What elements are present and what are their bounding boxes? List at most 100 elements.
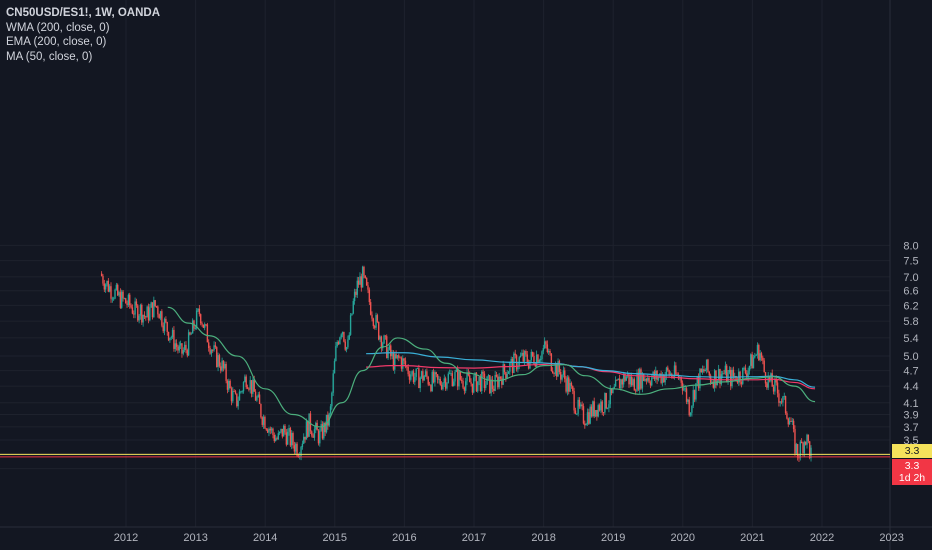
candle-body bbox=[728, 369, 731, 373]
candle-body bbox=[633, 379, 636, 391]
candle-body bbox=[470, 382, 472, 384]
candle-body bbox=[190, 333, 193, 335]
candle-body bbox=[450, 373, 452, 375]
candle-body bbox=[580, 404, 582, 407]
candle-body bbox=[296, 443, 298, 456]
candle-body bbox=[519, 355, 522, 358]
candle-body bbox=[569, 383, 571, 392]
candle-body bbox=[768, 375, 771, 381]
candle-body bbox=[115, 284, 118, 290]
candle-body bbox=[398, 355, 400, 358]
candle-body bbox=[369, 302, 372, 315]
candle-body bbox=[233, 390, 235, 392]
candle-body bbox=[341, 331, 344, 335]
candle-body bbox=[676, 374, 678, 376]
candle-body bbox=[552, 370, 554, 374]
candle-body bbox=[106, 280, 108, 285]
candle-body bbox=[250, 380, 253, 394]
candle-body bbox=[232, 390, 234, 402]
candle-body bbox=[278, 431, 281, 434]
candle-body bbox=[668, 370, 670, 376]
candle-body bbox=[253, 379, 255, 392]
candle-body bbox=[660, 373, 662, 383]
y-tick-label: 7.0 bbox=[903, 272, 918, 284]
candle-body bbox=[459, 371, 462, 380]
candle-body bbox=[573, 391, 575, 411]
candle-body bbox=[272, 428, 274, 435]
candle-body bbox=[257, 394, 259, 398]
candle-body bbox=[533, 355, 535, 364]
candle-body bbox=[618, 378, 621, 389]
candle-body bbox=[357, 280, 360, 285]
candle-body bbox=[112, 298, 115, 300]
candle-body bbox=[588, 412, 590, 424]
candle-body bbox=[529, 360, 531, 369]
candle-body bbox=[104, 284, 107, 290]
candle-body bbox=[558, 361, 561, 373]
candle-body bbox=[367, 285, 369, 290]
candle-body bbox=[802, 443, 804, 454]
candle-body bbox=[494, 374, 496, 391]
candle-body bbox=[175, 343, 178, 347]
candle-body bbox=[493, 388, 495, 391]
candle-body bbox=[506, 373, 508, 379]
candle-body bbox=[667, 367, 669, 371]
candle-body bbox=[621, 379, 624, 385]
candle-body bbox=[732, 369, 735, 377]
candle-body bbox=[664, 375, 666, 383]
candle-body bbox=[269, 428, 271, 431]
candle-body bbox=[707, 359, 709, 372]
y-tick-label: 3.9 bbox=[903, 410, 918, 422]
candle-body bbox=[481, 371, 483, 391]
candle-body bbox=[147, 306, 150, 321]
candle-body bbox=[560, 372, 562, 380]
candle-body bbox=[602, 412, 605, 414]
candle-body bbox=[209, 348, 211, 354]
candle-body bbox=[324, 422, 326, 433]
y-tick-label: 3.7 bbox=[903, 422, 918, 434]
candle-body bbox=[347, 339, 349, 348]
candle-body bbox=[249, 380, 251, 390]
candle-body bbox=[365, 277, 368, 286]
candle-body bbox=[616, 379, 618, 381]
y-tick-label: 4.1 bbox=[903, 398, 918, 410]
candle-body bbox=[451, 373, 454, 387]
candle-body bbox=[572, 386, 574, 392]
candle-body bbox=[755, 354, 757, 356]
candle-body bbox=[400, 357, 403, 369]
candle-body bbox=[585, 424, 587, 426]
candle-body bbox=[778, 393, 780, 403]
candle-body bbox=[125, 298, 127, 304]
candle-body bbox=[545, 341, 547, 345]
candle-body bbox=[280, 428, 282, 432]
candle-body bbox=[261, 417, 263, 425]
x-tick-label: 2015 bbox=[323, 532, 347, 544]
candle-body bbox=[463, 387, 466, 391]
candle-body bbox=[436, 374, 439, 380]
candle-body bbox=[582, 406, 585, 424]
candle-body bbox=[644, 378, 646, 381]
candle-body bbox=[568, 377, 570, 392]
x-tick-label: 2022 bbox=[810, 532, 834, 544]
candle-body bbox=[810, 447, 812, 458]
candle-body bbox=[274, 438, 277, 442]
candle-body bbox=[309, 413, 312, 432]
candle-body bbox=[293, 445, 296, 452]
candle-body bbox=[359, 276, 361, 285]
candle-body bbox=[624, 373, 626, 381]
candle-body bbox=[304, 436, 306, 440]
candle-body bbox=[151, 302, 154, 318]
candle-body bbox=[301, 443, 304, 448]
candle-body bbox=[317, 430, 320, 444]
candle-body bbox=[157, 306, 159, 315]
candle-body bbox=[234, 391, 237, 394]
candle-body bbox=[336, 342, 338, 347]
candle-body bbox=[167, 331, 170, 341]
y-tick-label: 6.6 bbox=[903, 286, 918, 298]
candle-body bbox=[260, 404, 262, 418]
y-tick-label: 5.0 bbox=[903, 351, 918, 363]
candle-body bbox=[162, 325, 164, 332]
candle-body bbox=[145, 316, 147, 318]
candle-body bbox=[653, 371, 656, 380]
